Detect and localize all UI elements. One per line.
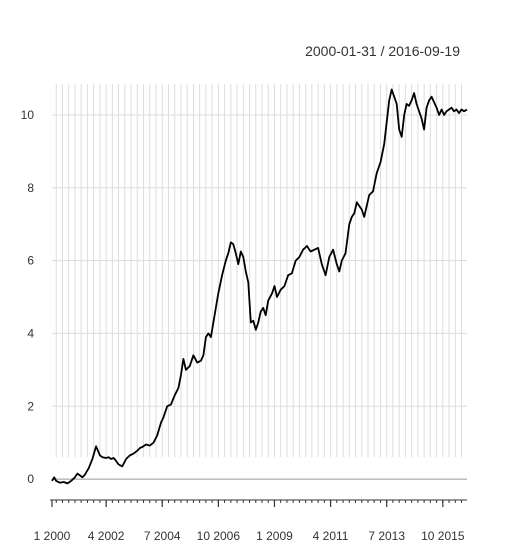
y-tick-label: 6	[27, 254, 34, 268]
x-axis: 1 2000 4 2002 7 2004 10 2006 1 2009 4 2011 7 2…	[34, 499, 467, 543]
x-tick-label: 7 2004	[144, 529, 181, 543]
x-tick-label: 1 2009	[256, 529, 293, 543]
y-tick-label: 0	[27, 472, 34, 486]
y-tick-label: 10	[21, 108, 35, 122]
y-tick-label: 8	[27, 181, 34, 195]
date-range-label: 2000-01-31 / 2016-09-19	[305, 43, 460, 59]
x-tick-label: 10 2015	[421, 529, 465, 543]
series-layer	[51, 88, 468, 485]
y-tick-label: 4	[27, 326, 34, 340]
x-tick-label: 4 2011	[313, 529, 349, 543]
x-tick-label: 10 2006	[197, 529, 241, 543]
x-tick-label: 1 2000	[34, 529, 71, 543]
x-tick-label: 7 2013	[368, 529, 405, 543]
y-tick-label: 2	[27, 399, 34, 413]
grid-lines	[52, 84, 467, 480]
series-line	[51, 88, 468, 485]
y-axis: 0 2 4 6 8 10	[21, 108, 35, 486]
x-tick-label: 4 2002	[88, 529, 125, 543]
